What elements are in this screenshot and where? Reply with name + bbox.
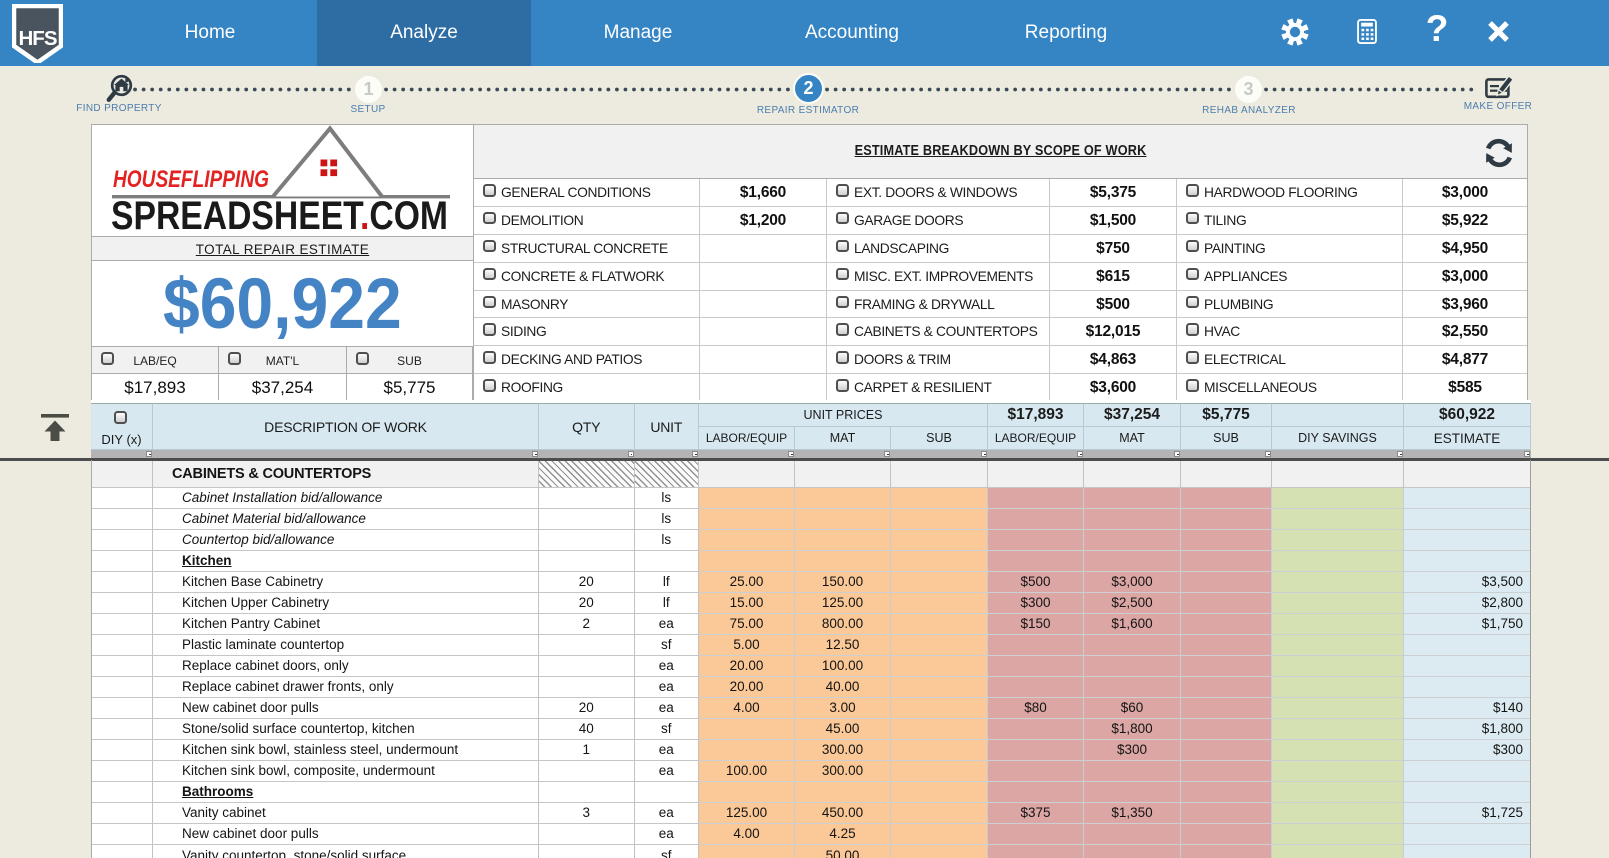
- svg-text:HOUSEFLIPPING: HOUSEFLIPPING: [113, 166, 269, 193]
- svg-text:HFS: HFS: [19, 27, 57, 50]
- svg-text:SPREADSHEET.COM: SPREADSHEET.COM: [111, 194, 448, 236]
